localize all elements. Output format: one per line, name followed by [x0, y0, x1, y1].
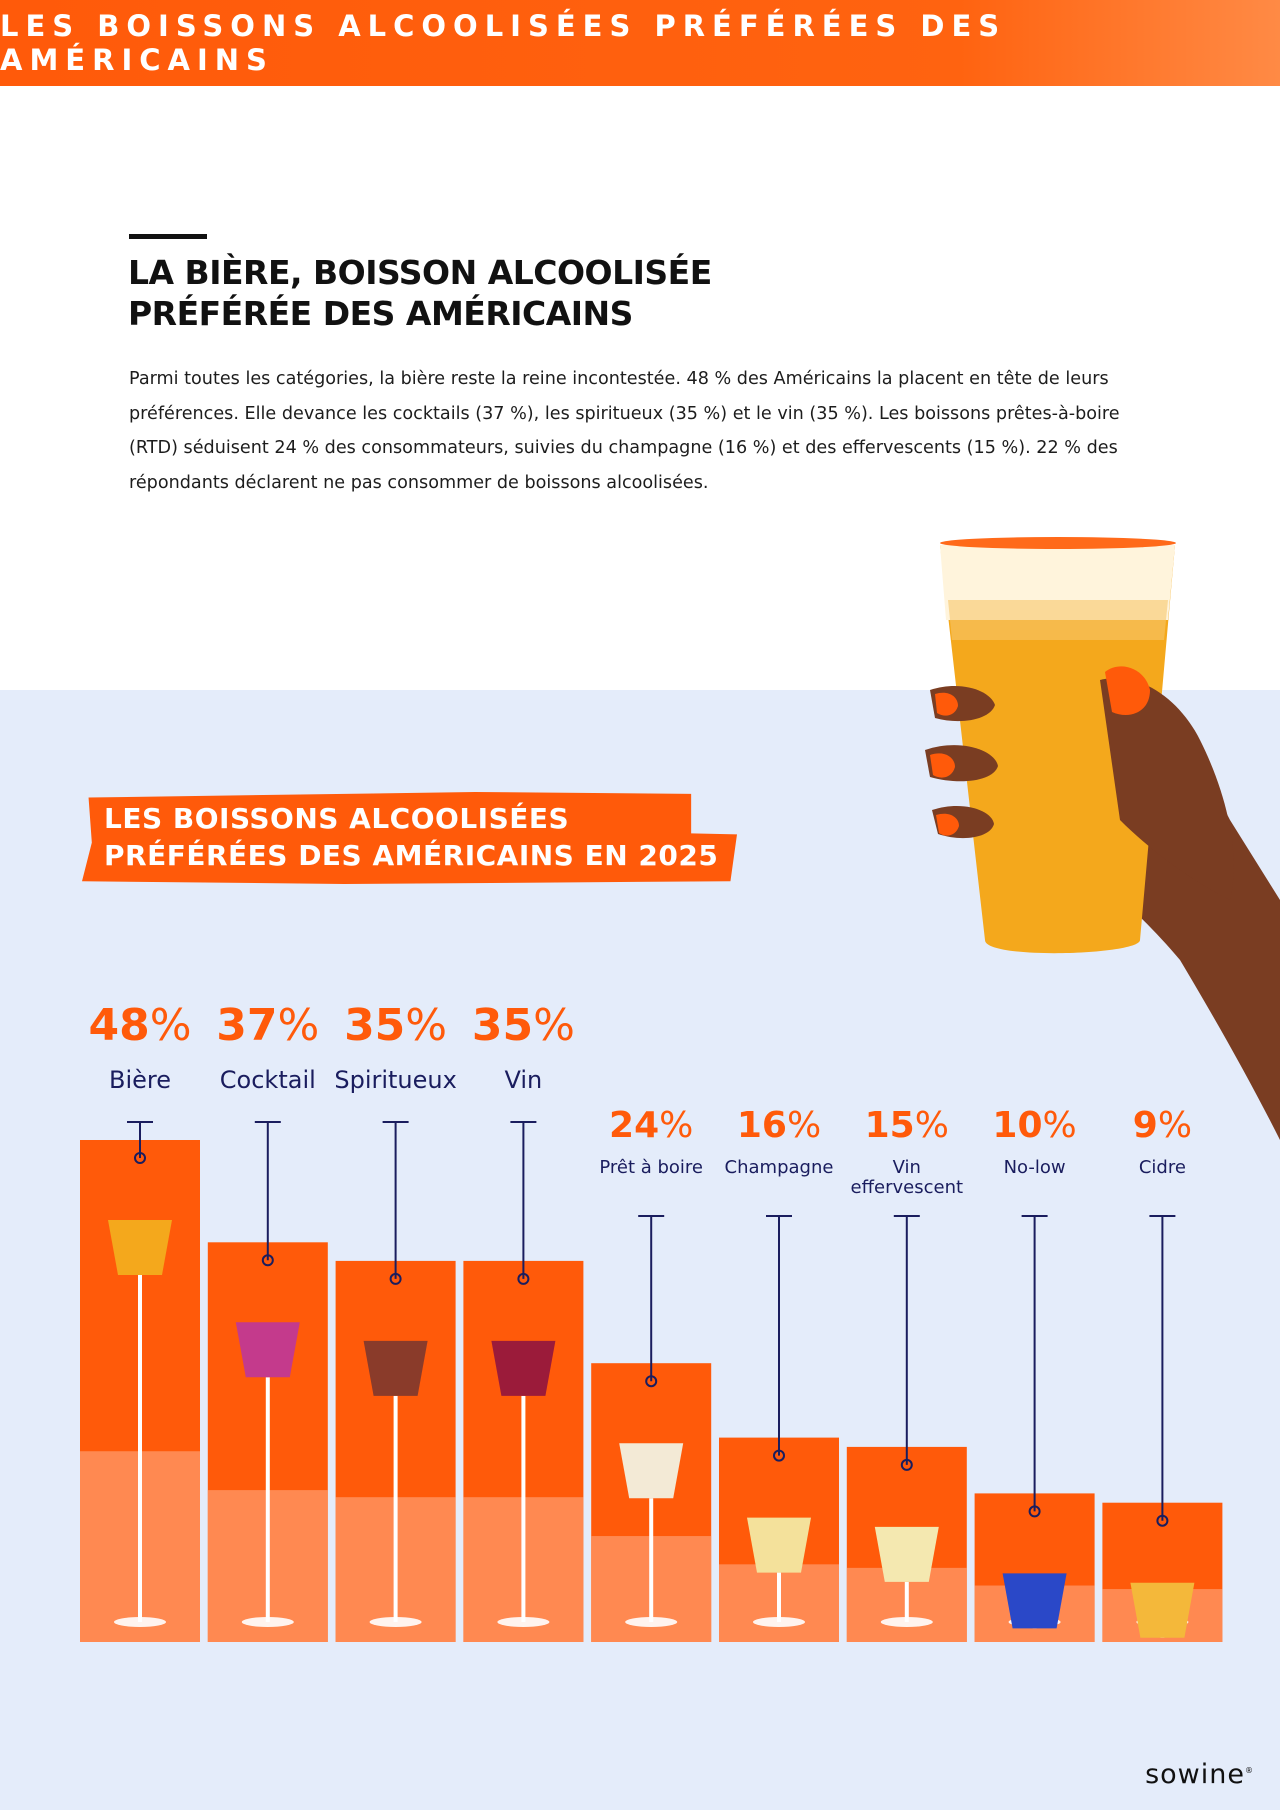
leader-dot-vin	[517, 1272, 530, 1285]
value-symbol-cocktail: %	[277, 1000, 320, 1051]
value-label-pret-a-boire: 24%	[581, 1105, 721, 1146]
leader-dot-biere	[134, 1152, 146, 1164]
value-number-biere: 48	[88, 1000, 150, 1051]
value-label-vin: 35%	[453, 1000, 593, 1051]
logo-text: sowine	[1145, 1759, 1245, 1790]
top-banner: LES BOISSONS ALCOOLISÉES PRÉFÉRÉES DES A…	[0, 0, 1280, 86]
category-label-spiritueux: Spiritueux	[334, 1066, 457, 1094]
drink-icon-biere	[108, 1220, 172, 1627]
drink-icon-no-low	[1002, 1573, 1067, 1629]
leader-dot-champagne	[773, 1449, 785, 1462]
drink-icon-vin-effervescent	[874, 1526, 939, 1627]
value-number-no-low: 10	[992, 1105, 1043, 1146]
drink-icon-spiritueux	[363, 1340, 428, 1627]
category-label-biere: Bière	[108, 1066, 171, 1094]
value-symbol-spiritueux: %	[405, 1000, 448, 1051]
drink-icon-vin	[491, 1340, 556, 1627]
headline-line-1: LA BIÈRE, BOISSON ALCOOLISÉE	[128, 253, 712, 292]
leader-dot-cocktail	[261, 1254, 274, 1267]
chart-title-line-1: LES BOISSONS ALCOOLISÉES	[104, 802, 570, 835]
value-label-champagne: 16%	[709, 1105, 849, 1146]
category-label-cidre: Cidre	[1138, 1157, 1186, 1178]
value-symbol-champagne: %	[786, 1105, 822, 1146]
category-label-no-low: No-low	[1003, 1157, 1066, 1178]
category-label-vin-effervescent: Vin effervescent	[850, 1157, 964, 1198]
drink-icon-pret-a-boire	[619, 1443, 684, 1627]
value-symbol-cidre: %	[1157, 1105, 1193, 1146]
value-label-cocktail: 37%	[198, 1000, 338, 1051]
drink-icon-cocktail	[235, 1322, 300, 1627]
value-label-biere: 48%	[70, 1000, 210, 1051]
value-label-no-low: 10%	[965, 1105, 1105, 1146]
value-symbol-vin-effervescent: %	[914, 1105, 949, 1146]
value-symbol-pret-a-boire: %	[659, 1105, 694, 1146]
value-number-cocktail: 37	[216, 1000, 278, 1051]
sowine-logo: sowine®	[1145, 1759, 1254, 1790]
value-symbol-vin: %	[533, 1000, 575, 1051]
article-headline: LA BIÈRE, BOISSON ALCOOLISÉE PRÉFÉRÉE DE…	[128, 252, 1028, 334]
category-label-champagne: Champagne	[724, 1157, 834, 1178]
leader-dot-cidre	[1156, 1514, 1169, 1527]
headline-line-2: PRÉFÉRÉE DES AMÉRICAINS	[128, 294, 633, 333]
value-symbol-biere: %	[149, 1000, 192, 1051]
drink-icon-cidre	[1130, 1582, 1195, 1638]
category-label-cocktail: Cocktail	[219, 1066, 316, 1094]
category-label-pret-a-boire: Prêt à boire	[599, 1157, 704, 1178]
category-label-vin: Vin	[504, 1066, 543, 1094]
value-label-spiritueux: 35%	[326, 1000, 466, 1051]
banner-title: LES BOISSONS ALCOOLISÉES PRÉFÉRÉES DES A…	[0, 9, 1007, 77]
leader-dot-spiritueux	[389, 1272, 402, 1285]
value-number-vin: 35	[471, 1000, 534, 1051]
chart-title-line-2: PRÉFÉRÉES DES AMÉRICAINS EN 2025	[104, 839, 719, 872]
leader-dot-vin-effervescent	[900, 1458, 913, 1471]
accent-rule	[129, 234, 207, 239]
value-label-vin-effervescent: 15%	[837, 1105, 977, 1146]
value-number-pret-a-boire: 24	[609, 1105, 660, 1146]
value-number-spiritueux: 35	[344, 1000, 406, 1051]
leader-dot-pret-a-boire	[645, 1375, 658, 1388]
drink-icon-champagne	[747, 1517, 811, 1627]
value-number-vin-effervescent: 15	[864, 1105, 915, 1146]
article-paragraph: Parmi toutes les catégories, la bière re…	[129, 369, 1120, 493]
chart-title-badge: LES BOISSONS ALCOOLISÉES PRÉFÉRÉES DES A…	[82, 792, 737, 884]
value-label-cidre: 9%	[1092, 1105, 1232, 1146]
value-number-cidre: 9	[1132, 1105, 1158, 1146]
value-symbol-no-low: %	[1042, 1105, 1077, 1146]
leader-dot-no-low	[1028, 1505, 1041, 1518]
value-number-champagne: 16	[736, 1105, 787, 1146]
